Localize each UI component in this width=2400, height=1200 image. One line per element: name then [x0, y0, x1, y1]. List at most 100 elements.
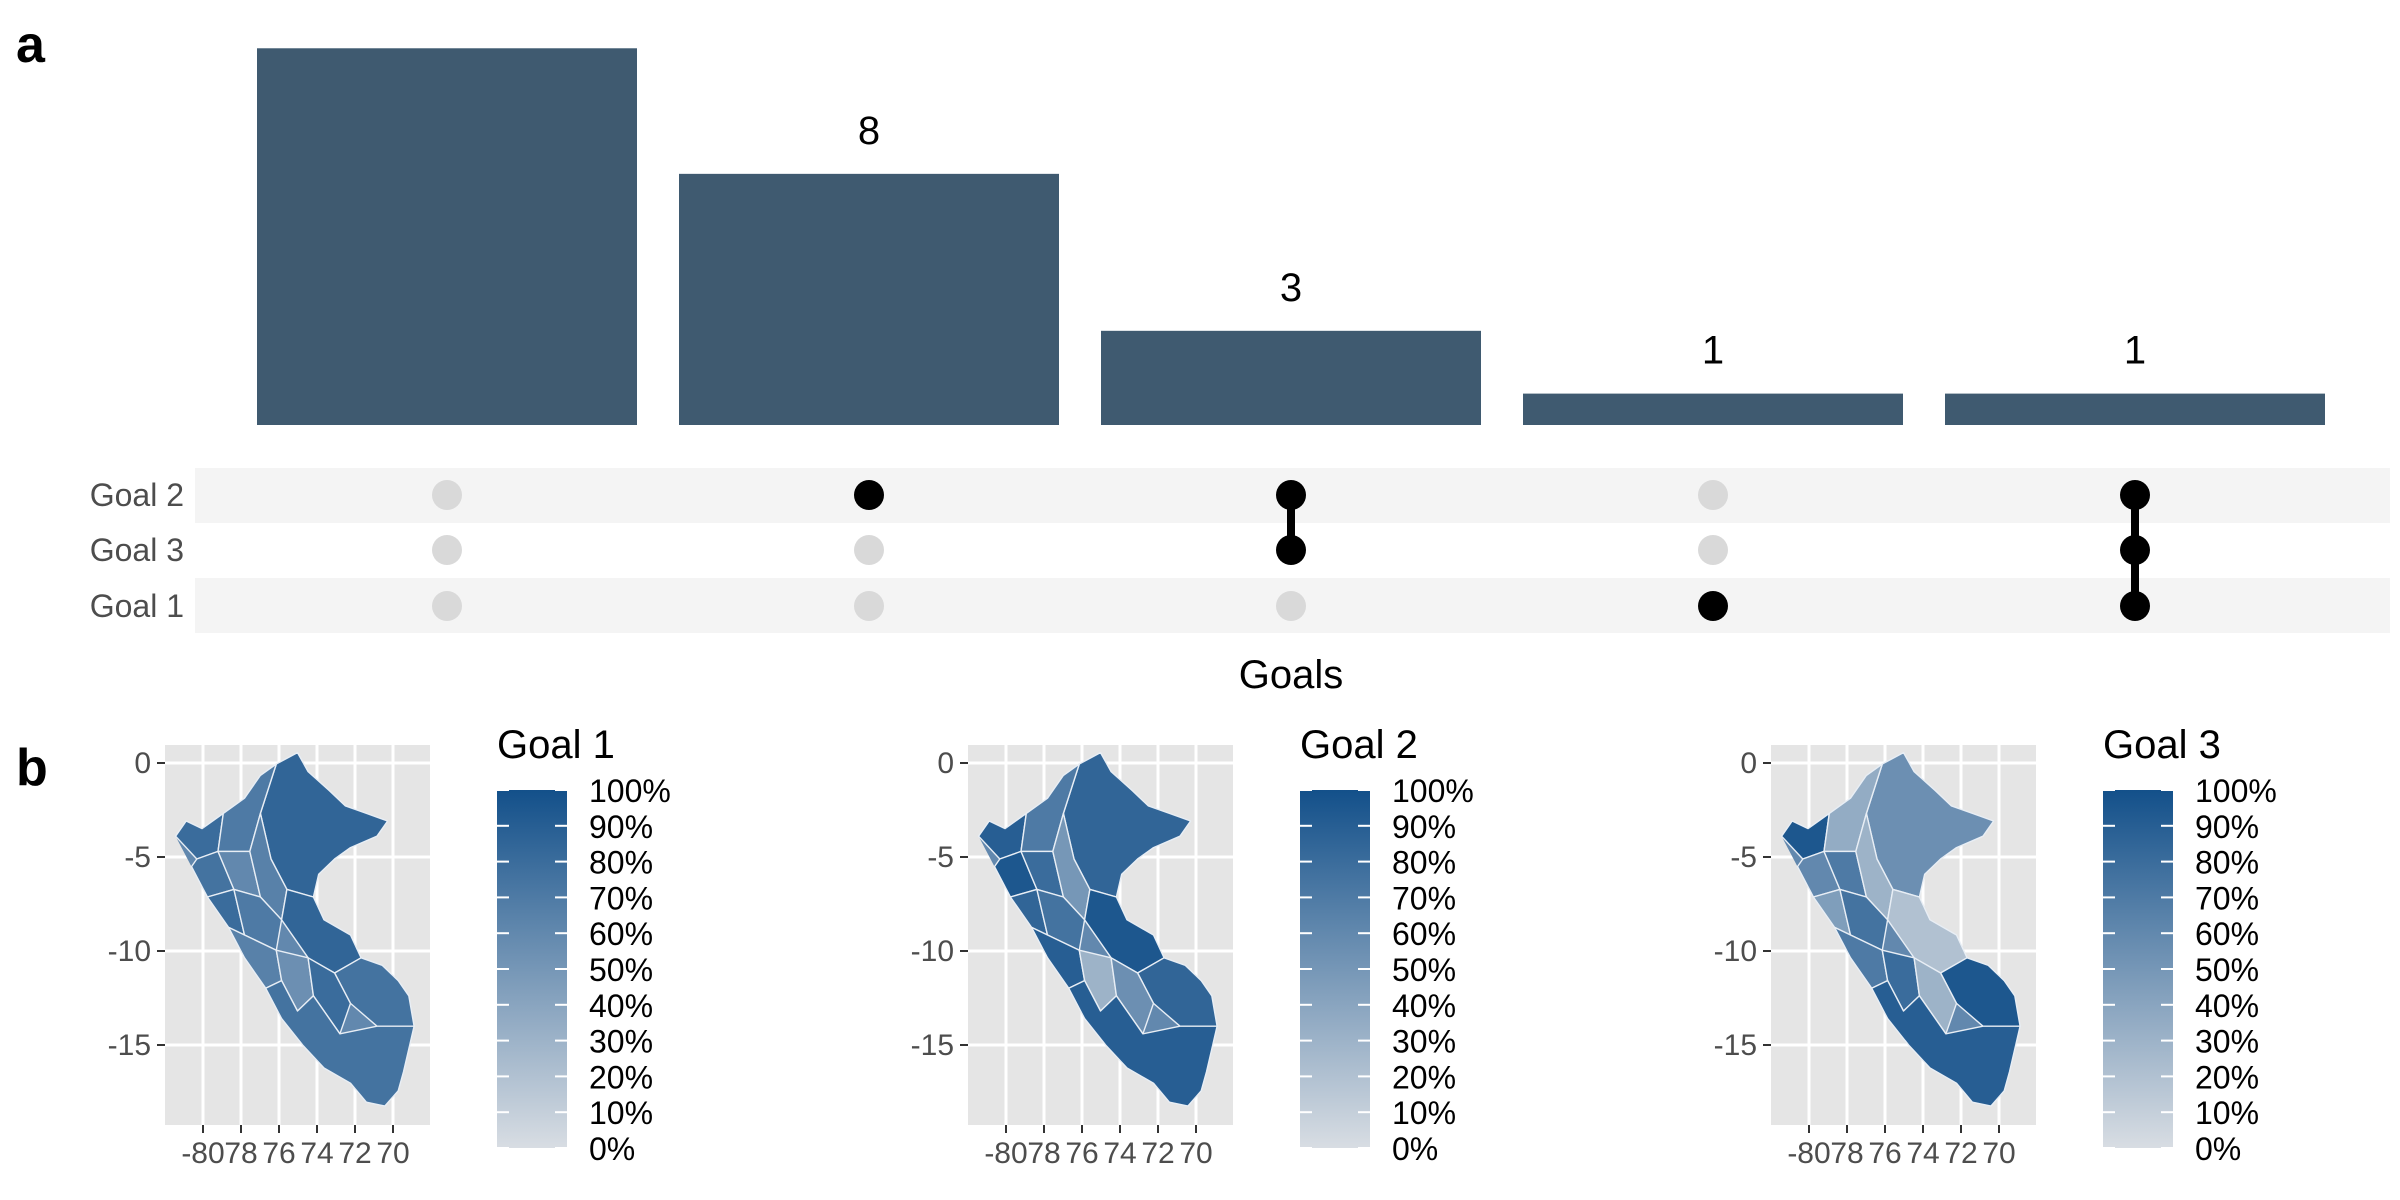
map-1: 0 -5 -10 -15 -80 78 76 74 72 70 Goal 1 100%90%80%70… — [108, 723, 671, 1170]
x-tick-label: -80 — [1787, 1137, 1830, 1170]
x-tick-label: 72 — [1141, 1137, 1174, 1170]
x-tick-label: 78 — [1027, 1137, 1060, 1170]
legend-tick-label: 100% — [1392, 773, 1474, 809]
map-region — [1913, 957, 1958, 1035]
bar-value-label: 1 — [2124, 329, 2146, 373]
matrix-dot-inactive — [854, 591, 884, 621]
intersection-bar — [1101, 330, 1481, 425]
legend-tick-label: 10% — [2195, 1095, 2259, 1131]
y-tick-label: -10 — [108, 935, 151, 968]
y-tick-label: -15 — [911, 1029, 954, 1062]
y-tick-label: -15 — [1714, 1029, 1757, 1062]
panel-label-a: a — [16, 16, 46, 74]
matrix-dot-inactive — [1276, 591, 1306, 621]
x-tick-label: 74 — [300, 1137, 333, 1170]
legend-tick-label: 50% — [2195, 952, 2259, 988]
legend-tick-label: 60% — [1392, 916, 1456, 952]
intersection-matrix: Goal 2 Goal 3 Goal 1 — [90, 477, 2150, 624]
legend-tick-label: 70% — [1392, 880, 1456, 916]
legend-tick-label: 80% — [589, 845, 653, 881]
set-label: Goal 1 — [90, 588, 184, 624]
legend-tick-label: 90% — [1392, 809, 1456, 845]
legend-tick-label: 80% — [1392, 845, 1456, 881]
matrix-dot-inactive — [432, 480, 462, 510]
matrix-dot-active — [1276, 535, 1306, 565]
y-tick-label: -5 — [927, 841, 954, 874]
intersection-bar — [1945, 393, 2325, 425]
y-tick-label: 0 — [937, 747, 954, 780]
matrix-dot-active — [1698, 591, 1728, 621]
x-tick-label: -80 — [181, 1137, 224, 1170]
legend-tick-label: 40% — [1392, 988, 1456, 1024]
map-2: 0 -5 -10 -15 -80 78 76 74 72 70 Goal 2 100%90%80%70… — [911, 723, 1474, 1170]
matrix-dot-active — [2120, 591, 2150, 621]
legend-tick-label: 30% — [589, 1024, 653, 1060]
legend-tick-label: 20% — [2195, 1059, 2259, 1095]
legend-tick-label: 90% — [2195, 809, 2259, 845]
set-label: Goal 2 — [90, 477, 184, 513]
y-tick-label: -5 — [1730, 841, 1757, 874]
legend-tick-label: 0% — [1392, 1131, 1438, 1167]
matrix-dot-active — [1276, 480, 1306, 510]
legend-tick-label: 70% — [589, 880, 653, 916]
bar-value-label: 8 — [858, 109, 880, 153]
map-shape — [977, 751, 1218, 1107]
legend-tick-label: 30% — [1392, 1024, 1456, 1060]
intersection-bar — [257, 48, 637, 426]
panel-label-b: b — [16, 739, 48, 797]
matrix-dot-active — [2120, 480, 2150, 510]
legend-tick-label: 0% — [2195, 1131, 2241, 1167]
legend-title: Goal 2 — [1300, 723, 1418, 767]
x-tick-label: 78 — [224, 1137, 257, 1170]
y-tick-label: 0 — [1740, 747, 1757, 780]
x-tick-label: 74 — [1906, 1137, 1939, 1170]
bar-value-label: 3 — [1280, 266, 1302, 310]
x-tick-label: 76 — [1065, 1137, 1098, 1170]
x-tick-label: 72 — [1944, 1137, 1977, 1170]
legend-tick-label: 60% — [2195, 916, 2259, 952]
legend-tick-label: 20% — [1392, 1059, 1456, 1095]
y-tick-label: -5 — [124, 841, 151, 874]
bar-value-label: 1 — [1702, 329, 1724, 373]
matrix-dot-inactive — [854, 535, 884, 565]
map-region — [265, 979, 415, 1107]
matrix-dot-active — [854, 480, 884, 510]
legend-tick-label: 40% — [589, 988, 653, 1024]
legend-tick-label: 30% — [2195, 1024, 2259, 1060]
x-axis-title: Goals — [1239, 653, 1344, 697]
legend-tick-label: 0% — [589, 1131, 635, 1167]
x-tick-label: -80 — [984, 1137, 1027, 1170]
legend-tick-label: 50% — [589, 952, 653, 988]
matrix-dot-inactive — [432, 591, 462, 621]
legend-tick-label: 100% — [589, 773, 671, 809]
legend-tick-label: 90% — [589, 809, 653, 845]
legend-tick-label: 100% — [2195, 773, 2277, 809]
map-shape — [174, 751, 415, 1107]
map-shape — [1780, 751, 2021, 1107]
legend-tick-label: 10% — [1392, 1095, 1456, 1131]
legend-title: Goal 1 — [497, 723, 615, 767]
matrix-dot-inactive — [432, 535, 462, 565]
map-region — [1870, 979, 2021, 1107]
x-tick-label: 76 — [1868, 1137, 1901, 1170]
map-3: 0 -5 -10 -15 -80 78 76 74 72 70 Goal 3 100%90%80%70… — [1714, 723, 2277, 1170]
matrix-dot-inactive — [1698, 535, 1728, 565]
map-region — [1067, 979, 1218, 1107]
x-tick-label: 76 — [262, 1137, 295, 1170]
y-tick-label: -15 — [108, 1029, 151, 1062]
map-region — [307, 957, 352, 1035]
legend-tick-label: 70% — [2195, 880, 2259, 916]
legend-tick-label: 40% — [2195, 988, 2259, 1024]
x-tick-label: 74 — [1103, 1137, 1136, 1170]
legend-tick-label: 80% — [2195, 845, 2259, 881]
matrix-dot-inactive — [1698, 480, 1728, 510]
map-region — [1110, 957, 1155, 1035]
y-tick-label: -10 — [911, 935, 954, 968]
x-tick-label: 70 — [376, 1137, 409, 1170]
intersection-bar — [1523, 393, 1903, 425]
intersection-bars: 8 3 1 1 — [257, 48, 2325, 426]
x-tick-label: 70 — [1179, 1137, 1212, 1170]
y-tick-label: -10 — [1714, 935, 1757, 968]
